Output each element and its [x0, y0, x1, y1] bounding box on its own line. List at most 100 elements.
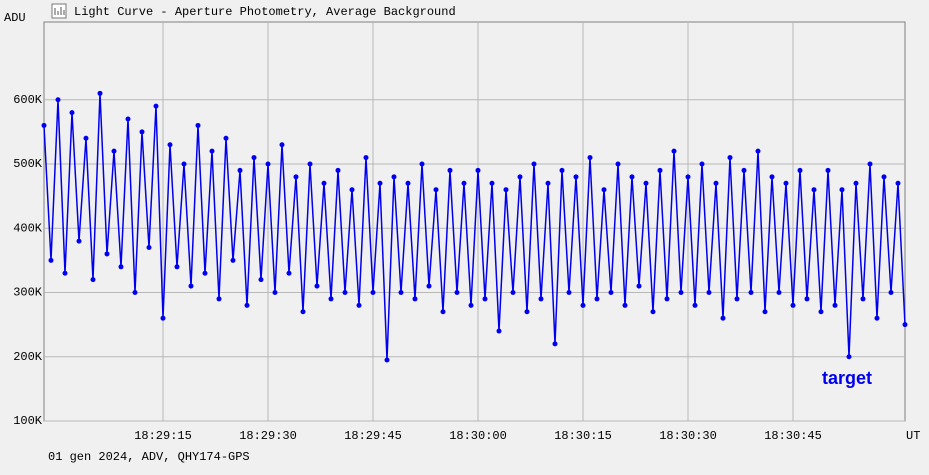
data-point [300, 309, 306, 315]
data-point [48, 257, 54, 263]
data-point [524, 309, 530, 315]
x-tick-label: 18:29:30 [239, 429, 297, 443]
data-point [825, 167, 831, 173]
data-point [216, 296, 222, 302]
data-point [727, 155, 733, 161]
data-point [489, 180, 495, 186]
y-axis-label: ADU [4, 11, 26, 25]
data-point [237, 167, 243, 173]
data-point [531, 161, 537, 167]
data-point [111, 148, 117, 154]
data-point [587, 155, 593, 161]
y-tick-label: 500K [13, 157, 43, 171]
data-point [769, 174, 775, 180]
data-point [160, 315, 166, 321]
data-point [307, 161, 313, 167]
x-tick-label: 18:30:15 [554, 429, 612, 443]
data-point [391, 174, 397, 180]
x-tick-label: 18:30:45 [764, 429, 822, 443]
data-point [804, 296, 810, 302]
data-point [461, 180, 467, 186]
legend-entry: target [822, 368, 872, 388]
data-point [846, 354, 852, 360]
series-line [43, 93, 906, 360]
data-point [811, 187, 817, 193]
data-point [706, 289, 712, 295]
data-point [720, 315, 726, 321]
y-tick-label: 600K [13, 93, 43, 107]
data-point [223, 135, 229, 141]
data-point [475, 167, 481, 173]
chart-title: Light Curve - Aperture Photometry, Avera… [74, 5, 456, 19]
data-point [265, 161, 271, 167]
data-point [426, 283, 432, 289]
plot-area [43, 21, 906, 422]
data-point [580, 302, 586, 308]
data-point [545, 180, 551, 186]
data-point [699, 161, 705, 167]
data-point [41, 122, 47, 128]
data-point [202, 270, 208, 276]
data-point [713, 180, 719, 186]
data-point [468, 302, 474, 308]
data-point [104, 251, 110, 257]
data-point [188, 283, 194, 289]
data-point [895, 180, 901, 186]
data-point [335, 167, 341, 173]
data-point [76, 238, 82, 244]
data-point [377, 180, 383, 186]
data-point [132, 289, 138, 295]
data-point [398, 289, 404, 295]
data-point [902, 322, 908, 328]
data-point [272, 289, 278, 295]
data-point [776, 289, 782, 295]
data-point [118, 264, 124, 270]
x-tick-label: 18:30:30 [659, 429, 717, 443]
data-point [517, 174, 523, 180]
data-point [83, 135, 89, 141]
data-point [566, 289, 572, 295]
data-point [783, 180, 789, 186]
x-tick-label: 18:29:45 [344, 429, 402, 443]
data-point [755, 148, 761, 154]
data-point [748, 289, 754, 295]
data-point [286, 270, 292, 276]
data-point [153, 103, 159, 109]
data-point [482, 296, 488, 302]
data-point [69, 110, 75, 116]
data-point [363, 155, 369, 161]
data-point [244, 302, 250, 308]
data-point [601, 187, 607, 193]
footer: 01 gen 2024, ADV, QHY174-GPS [48, 450, 250, 464]
data-point [874, 315, 880, 321]
data-point [839, 187, 845, 193]
x-tick-label: 18:29:15 [134, 429, 192, 443]
data-point [230, 257, 236, 263]
data-point [314, 283, 320, 289]
data-point [608, 289, 614, 295]
data-point [209, 148, 215, 154]
data-point [496, 328, 502, 334]
data-point [454, 289, 460, 295]
data-point [853, 180, 859, 186]
y-tick-label: 200K [13, 350, 43, 364]
data-point [440, 309, 446, 315]
data-point [643, 180, 649, 186]
data-point [279, 142, 285, 148]
data-point [685, 174, 691, 180]
data-point [251, 155, 257, 161]
data-point [671, 148, 677, 154]
data-point [790, 302, 796, 308]
data-point [762, 309, 768, 315]
y-tick-label: 100K [13, 414, 43, 428]
data-point [867, 161, 873, 167]
data-point [293, 174, 299, 180]
y-tick-label: 400K [13, 221, 43, 235]
window-icon-bars [54, 7, 65, 15]
data-point [321, 180, 327, 186]
data-point [433, 187, 439, 193]
data-point [692, 302, 698, 308]
data-point [615, 161, 621, 167]
data-point [832, 302, 838, 308]
